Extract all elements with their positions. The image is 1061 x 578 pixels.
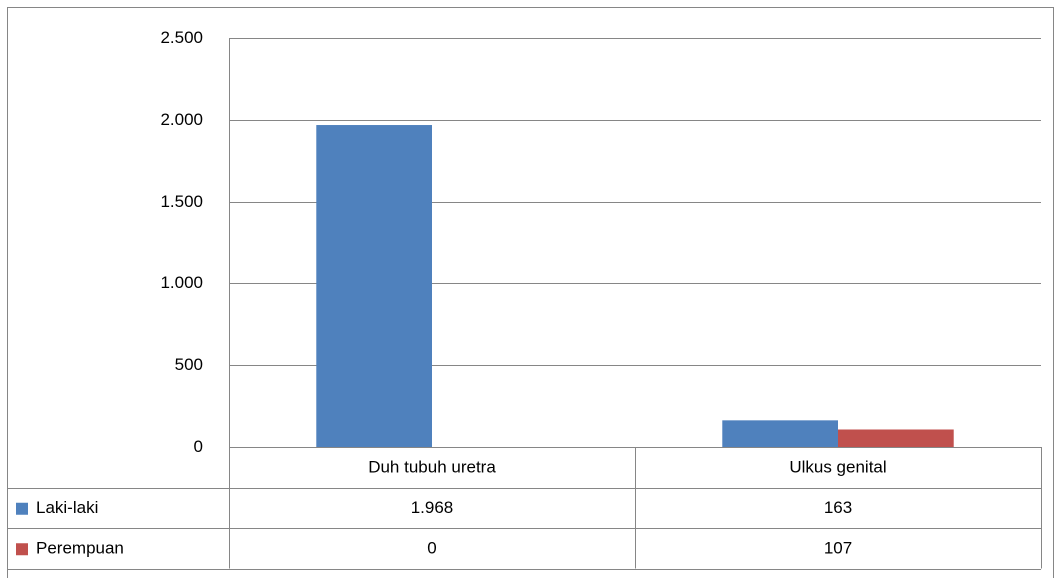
data-label: 163 xyxy=(824,498,852,517)
bar xyxy=(722,420,838,447)
y-tick-label: 0 xyxy=(194,437,203,456)
legend-label: Laki-laki xyxy=(36,498,98,517)
y-tick-label: 2.500 xyxy=(160,28,203,47)
y-tick-label: 1.000 xyxy=(160,273,203,292)
data-label: 0 xyxy=(427,539,436,558)
chart-frame xyxy=(7,7,1054,578)
y-tick-label: 500 xyxy=(175,355,203,374)
x-tick-label: Ulkus genital xyxy=(789,458,886,477)
data-label: 107 xyxy=(824,539,852,558)
legend-label: Perempuan xyxy=(36,539,124,558)
x-tick-label: Duh tubuh uretra xyxy=(368,458,496,477)
legend-key xyxy=(16,543,28,556)
y-tick-label: 2.000 xyxy=(160,110,203,129)
bar xyxy=(316,125,432,447)
data-label: 1.968 xyxy=(411,498,454,517)
bar xyxy=(838,429,954,447)
legend-key xyxy=(16,502,28,515)
y-tick-label: 1.500 xyxy=(160,192,203,211)
